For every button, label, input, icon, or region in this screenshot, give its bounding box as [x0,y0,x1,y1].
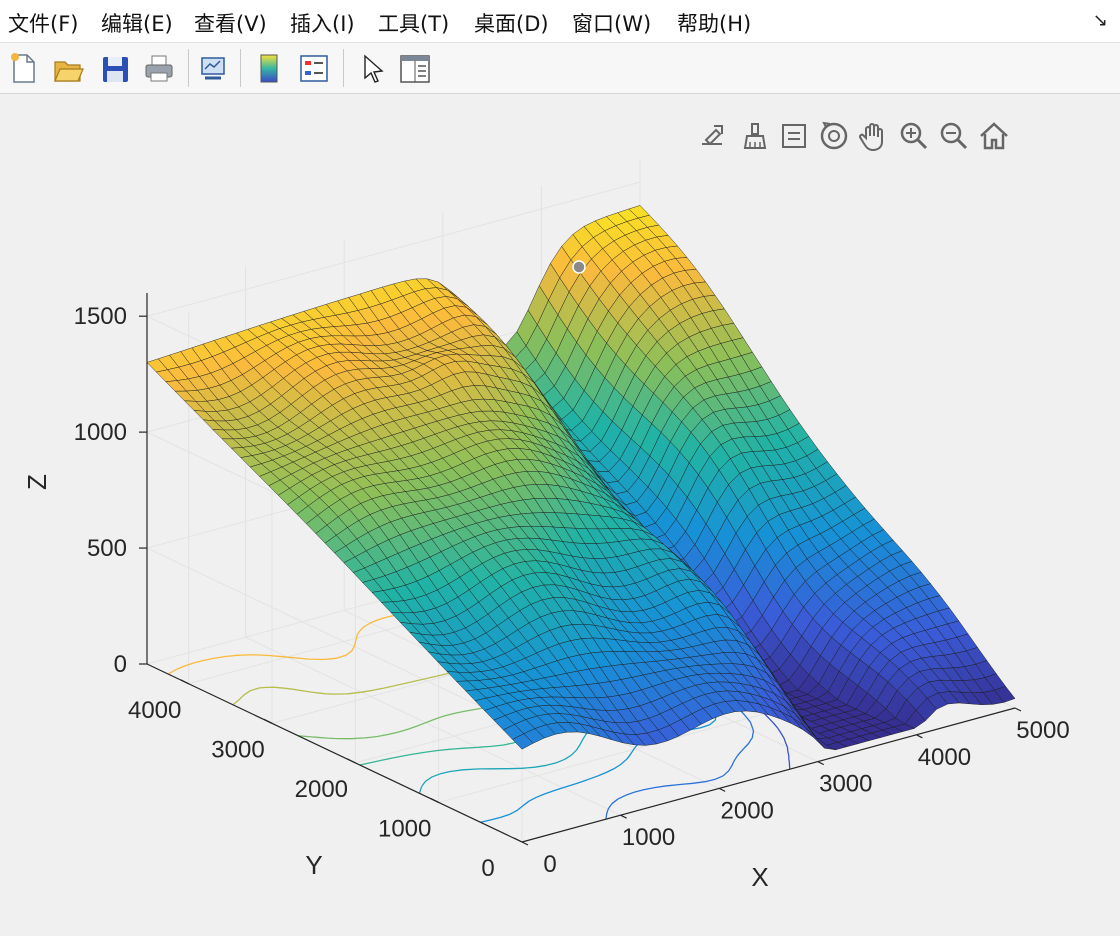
y-tick [513,837,523,843]
home-icon[interactable] [976,118,1012,154]
zoom-out-icon[interactable] [936,118,972,154]
x-tick [916,734,923,739]
y-tick-label: 1000 [378,815,431,842]
x-tick [817,761,825,766]
pan-icon[interactable] [856,118,892,154]
y-tick [430,797,439,803]
undock-arrow-icon[interactable]: ↘ [1092,10,1108,31]
menu-file[interactable]: 文件(F) [8,12,79,36]
x-axis-label: X [751,862,768,892]
menu-bar: 文件(F) 编辑(E) 查看(V) 插入(I) 工具(T) 桌面(D) 窗口(W… [0,0,1120,43]
print-icon[interactable] [142,49,176,87]
axes-3d[interactable]: 0100020003000400050000100020003000400005… [0,94,1120,936]
z-tick-label: 500 [87,535,127,562]
menu-view[interactable]: 查看(V) [194,12,267,36]
x-axis-line [521,707,1016,843]
y-tick-label: 0 [481,855,494,882]
zoom-in-icon[interactable] [896,118,932,154]
insert-colorbar-icon[interactable] [252,49,286,87]
y-axis-label: Y [305,850,322,880]
y-tick [180,679,189,685]
property-inspector-icon[interactable] [398,49,432,87]
y-tick-label: 4000 [128,697,181,724]
brush-icon[interactable] [736,118,772,154]
x-tick-label: 5000 [1016,717,1069,744]
x-tick-label: 0 [543,851,556,878]
save-icon[interactable] [98,49,132,87]
z-tick-label: 1000 [74,419,127,446]
menu-tools[interactable]: 工具(T) [378,12,450,36]
link-plot-icon[interactable] [196,49,230,87]
open-file-icon[interactable] [51,49,85,87]
new-figure-icon[interactable] [6,49,40,87]
y-axis-line [146,663,523,843]
z-tick-label: 0 [114,651,127,678]
grid-line [146,181,641,317]
y-tick-label: 2000 [295,776,348,803]
menu-help[interactable]: 帮助(H) [677,12,752,36]
x-tick-label: 4000 [918,744,971,771]
grid-line [146,547,523,727]
x-tick [521,841,529,846]
x-tick [718,787,726,792]
menu-window[interactable]: 窗口(W) [572,12,652,36]
figure-toolbar [0,43,1120,94]
x-tick [620,814,627,819]
tick-labels: 0100020003000400050000100020003000400005… [74,303,1070,882]
menu-insert[interactable]: 插入(I) [290,12,355,36]
insert-legend-icon[interactable] [297,49,331,87]
x-tick [1014,707,1022,712]
grid-line [245,636,621,816]
x-tick-label: 1000 [622,824,675,851]
edit-plot-cursor-icon[interactable] [356,49,390,87]
menu-desktop[interactable]: 桌面(D) [474,12,549,36]
x-tick-label: 3000 [819,771,872,798]
menu-edit[interactable]: 编辑(E) [101,12,173,36]
axis-lines [146,293,1016,843]
surface-face [512,733,534,750]
export-icon[interactable] [694,118,730,154]
z-axis-label: Z [22,474,52,490]
data-tips-icon[interactable] [776,118,812,154]
z-tick-label: 1500 [74,303,127,330]
y-tick-label: 3000 [211,736,264,763]
surface-plot [146,205,1016,751]
y-tick [263,718,273,724]
rotate-3d-icon[interactable] [816,118,852,154]
x-tick-label: 2000 [721,797,774,824]
data-cursor-marker[interactable] [572,260,586,274]
y-tick [347,758,356,764]
